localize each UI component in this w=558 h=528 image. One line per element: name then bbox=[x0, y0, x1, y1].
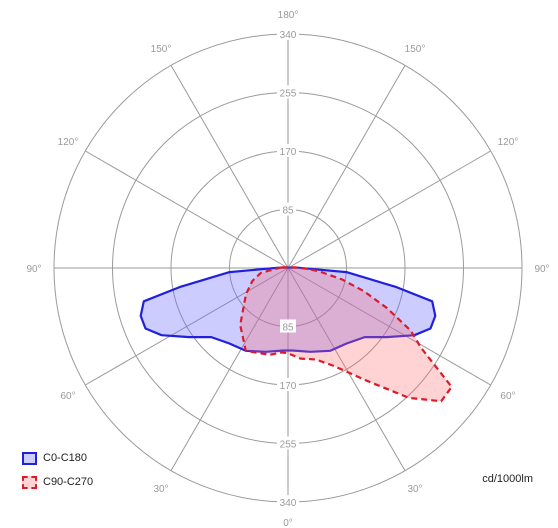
ring-label-bg bbox=[277, 436, 299, 450]
series-curve-c90-c270 bbox=[239, 266, 453, 403]
angle-label-left: 60° bbox=[500, 391, 515, 402]
ring-label-bg bbox=[277, 378, 299, 391]
ring-label-bg bbox=[277, 27, 299, 40]
ring-label: 255 bbox=[280, 440, 297, 451]
ring-labels: 85 85 170 170 255 255 340 340 bbox=[277, 27, 299, 509]
legend-swatch-c90-c270 bbox=[22, 475, 37, 489]
ring-label-bg bbox=[277, 144, 299, 157]
angle-label-left: 150° bbox=[405, 44, 426, 55]
ring-label: 85 bbox=[282, 206, 294, 217]
ring-label: 170 bbox=[280, 147, 297, 158]
legend-item-c0-c180: C0-C180 bbox=[22, 448, 93, 468]
ring-label-bg bbox=[280, 319, 296, 333]
angle-label-right: 30° bbox=[153, 484, 168, 495]
grid-spoke bbox=[287, 267, 491, 386]
angle-label-right: 60° bbox=[60, 391, 75, 402]
angle-label-right: 120° bbox=[58, 137, 79, 148]
angle-label-bottom: 0° bbox=[283, 518, 293, 528]
grid-spoke bbox=[170, 267, 289, 471]
angle-label-left: 120° bbox=[498, 137, 519, 148]
grid-spoke bbox=[287, 65, 406, 269]
legend-item-c90-c270: C90-C270 bbox=[22, 472, 93, 492]
grid-spoke bbox=[85, 150, 289, 269]
angle-label-top: 180° bbox=[278, 10, 299, 21]
angle-label-right: 90° bbox=[26, 264, 41, 275]
legend-label-c90-c270: C90-C270 bbox=[43, 476, 94, 488]
legend-label-c0-c180: C0-C180 bbox=[43, 452, 88, 464]
ring-label: 340 bbox=[280, 498, 297, 509]
angle-labels: 180° 0° 150° 150° 120° 120° 90° 90° 60° 60° 30° 30° bbox=[26, 10, 549, 528]
legend-swatch-c0-c180 bbox=[22, 451, 37, 465]
grid-spoke bbox=[170, 65, 289, 269]
unit-label: cd/1000lm bbox=[482, 473, 533, 485]
legend: C0-C180 C90-C270 bbox=[22, 448, 93, 496]
angle-label-left: 90° bbox=[534, 264, 549, 275]
ring-label-bg bbox=[280, 202, 296, 216]
grid-spoke bbox=[85, 267, 289, 386]
series-curve-c0-c180 bbox=[139, 266, 437, 353]
ring-label-bg bbox=[277, 85, 299, 99]
ring-label: 340 bbox=[280, 30, 297, 41]
grid-spoke bbox=[287, 150, 491, 269]
angle-label-left: 30° bbox=[407, 484, 422, 495]
ring-label-bg bbox=[277, 495, 299, 508]
grid-spoke bbox=[287, 267, 406, 471]
ring-label: 170 bbox=[280, 381, 297, 392]
angle-label-right: 150° bbox=[151, 44, 172, 55]
ring-label: 85 bbox=[282, 323, 294, 334]
ring-label: 255 bbox=[280, 89, 297, 100]
series-layer bbox=[139, 266, 453, 403]
